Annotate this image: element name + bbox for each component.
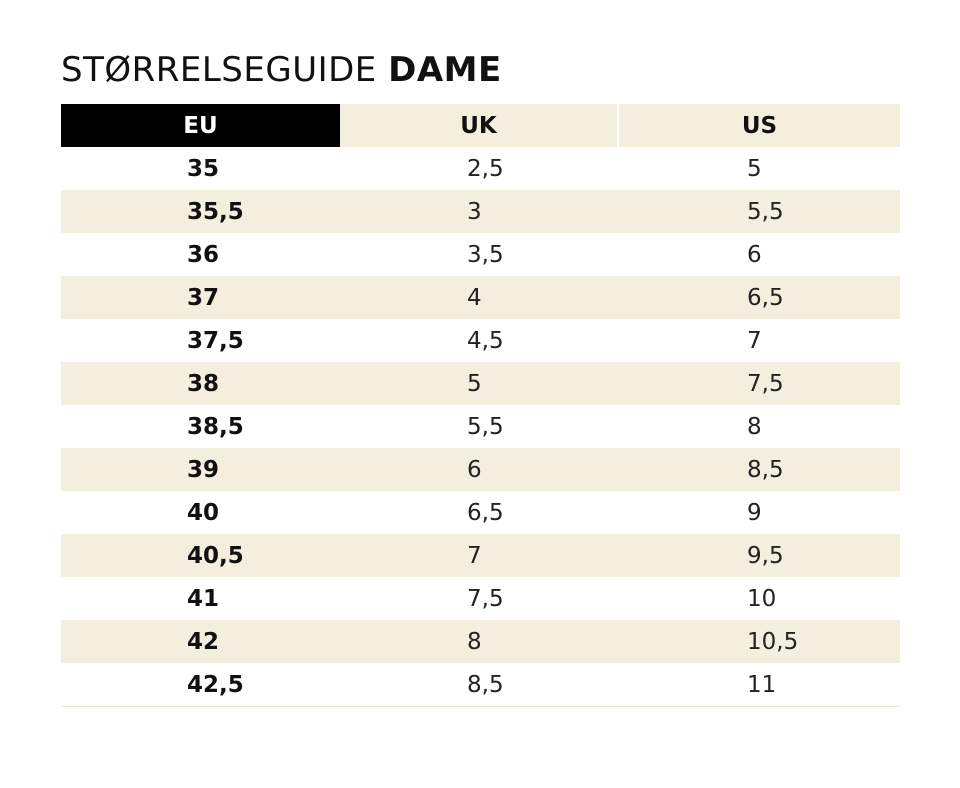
cell-us: 9 bbox=[747, 499, 762, 526]
cell-uk: 8,5 bbox=[467, 671, 504, 698]
cell-us: 7,5 bbox=[747, 370, 784, 397]
cell-eu: 41 bbox=[187, 585, 220, 612]
cell-uk: 5,5 bbox=[467, 413, 504, 440]
cell-eu: 39 bbox=[187, 456, 220, 483]
cell-uk: 5 bbox=[467, 370, 482, 397]
table-row: 37 4 6,5 bbox=[61, 276, 900, 319]
cell-eu: 40 bbox=[187, 499, 220, 526]
table-row: 40,5 7 9,5 bbox=[61, 534, 900, 577]
header-eu: EU bbox=[61, 104, 340, 147]
table-row: 40 6,5 9 bbox=[61, 491, 900, 534]
cell-us: 11 bbox=[747, 671, 777, 698]
cell-eu: 37 bbox=[187, 284, 220, 311]
table-header-row: EU UK US bbox=[61, 104, 900, 147]
cell-uk: 7 bbox=[467, 542, 482, 569]
cell-uk: 3 bbox=[467, 198, 482, 225]
title-light: STØRRELSEGUIDE bbox=[61, 50, 377, 90]
cell-us: 8,5 bbox=[747, 456, 784, 483]
cell-eu: 36 bbox=[187, 241, 220, 268]
cell-us: 7 bbox=[747, 327, 762, 354]
cell-us: 6,5 bbox=[747, 284, 784, 311]
page-title: STØRRELSEGUIDE DAME bbox=[61, 48, 502, 92]
cell-us: 8 bbox=[747, 413, 762, 440]
cell-eu: 37,5 bbox=[187, 327, 244, 354]
cell-us: 10,5 bbox=[747, 628, 799, 655]
header-us: US bbox=[741, 112, 778, 139]
size-guide-table: EU UK US 35 2,5 5 35,5 3 5,5 36 3,5 6 37… bbox=[61, 104, 900, 707]
table-row: 35,5 3 5,5 bbox=[61, 190, 900, 233]
table-row: 41 7,5 10 bbox=[61, 577, 900, 620]
header-uk: UK bbox=[340, 104, 619, 147]
cell-eu: 35 bbox=[187, 155, 220, 182]
table-row: 35 2,5 5 bbox=[61, 147, 900, 190]
table-row: 38,5 5,5 8 bbox=[61, 405, 900, 448]
table-row: 37,5 4,5 7 bbox=[61, 319, 900, 362]
cell-uk: 2,5 bbox=[467, 155, 504, 182]
table-row: 39 6 8,5 bbox=[61, 448, 900, 491]
cell-eu: 42 bbox=[187, 628, 220, 655]
table-row: 42 8 10,5 bbox=[61, 620, 900, 663]
title-bold: DAME bbox=[388, 50, 502, 90]
cell-uk: 6 bbox=[467, 456, 482, 483]
cell-uk: 8 bbox=[467, 628, 482, 655]
cell-eu: 38 bbox=[187, 370, 220, 397]
cell-us: 5 bbox=[747, 155, 762, 182]
cell-eu: 38,5 bbox=[187, 413, 244, 440]
cell-us: 6 bbox=[747, 241, 762, 268]
cell-us: 9,5 bbox=[747, 542, 784, 569]
cell-uk: 7,5 bbox=[467, 585, 504, 612]
cell-eu: 35,5 bbox=[187, 198, 244, 225]
cell-eu: 42,5 bbox=[187, 671, 244, 698]
cell-uk: 6,5 bbox=[467, 499, 504, 526]
cell-eu: 40,5 bbox=[187, 542, 244, 569]
table-row: 42,5 8,5 11 bbox=[61, 663, 900, 706]
table-row: 38 5 7,5 bbox=[61, 362, 900, 405]
cell-uk: 4 bbox=[467, 284, 482, 311]
table-row: 36 3,5 6 bbox=[61, 233, 900, 276]
cell-uk: 4,5 bbox=[467, 327, 504, 354]
cell-uk: 3,5 bbox=[467, 241, 504, 268]
table-bottom-divider bbox=[61, 706, 900, 707]
cell-us: 5,5 bbox=[747, 198, 784, 225]
cell-us: 10 bbox=[747, 585, 777, 612]
